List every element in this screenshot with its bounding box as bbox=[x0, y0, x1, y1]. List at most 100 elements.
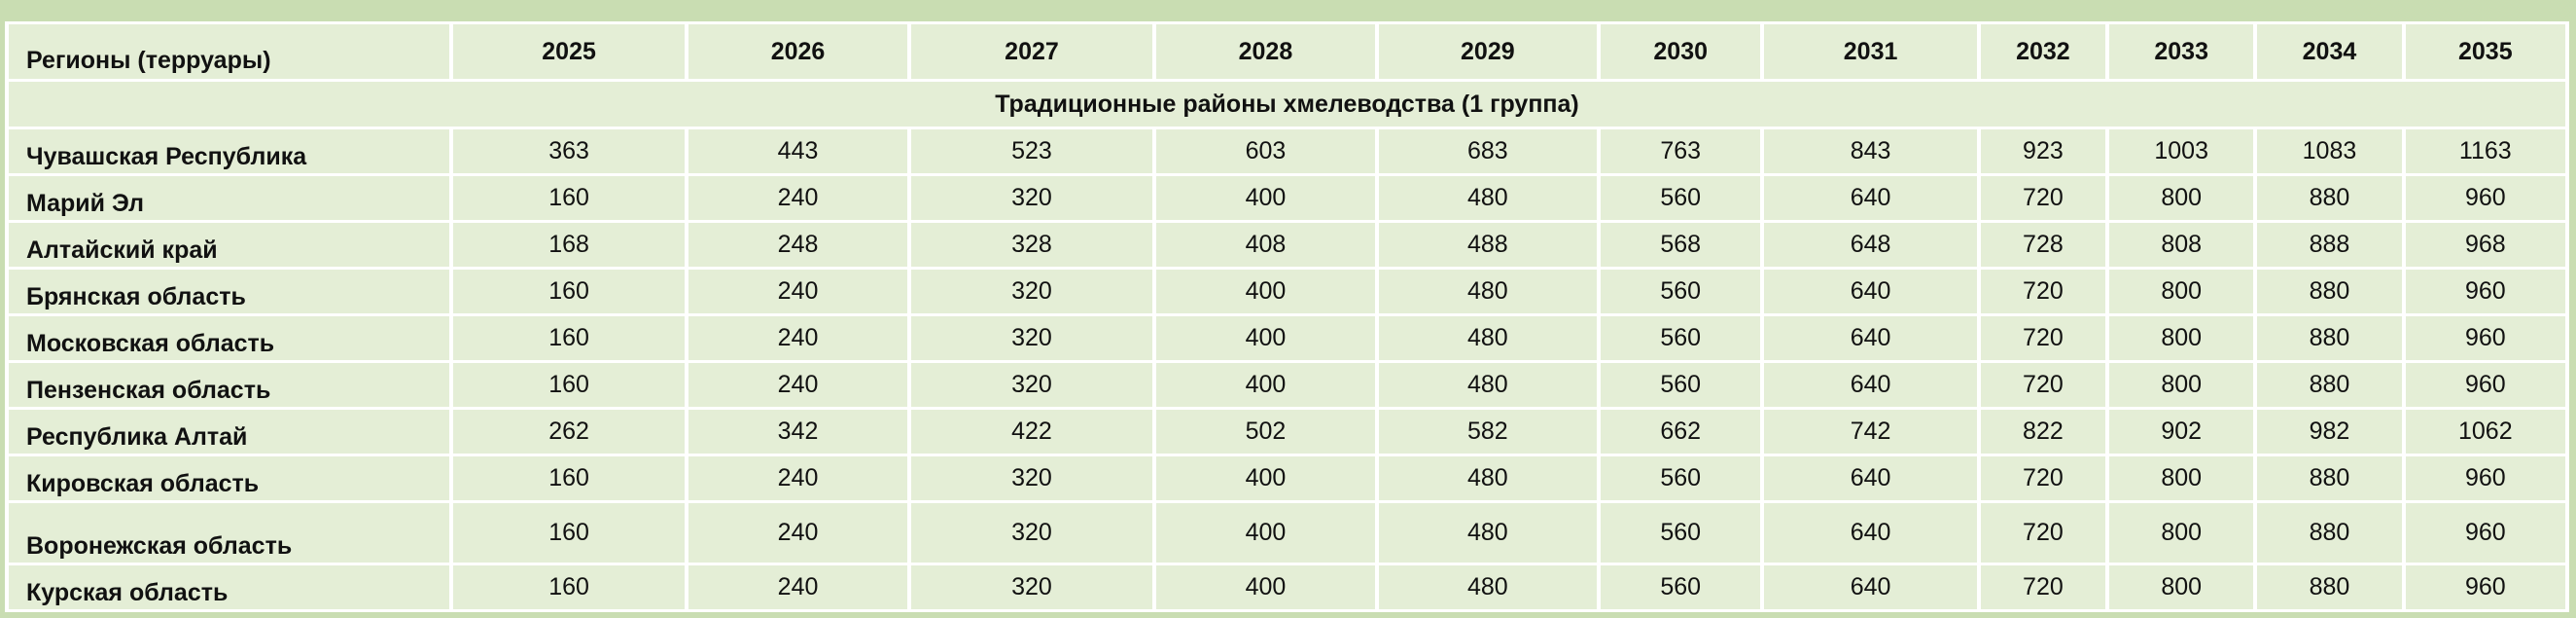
value-cell: 640 bbox=[1764, 363, 1977, 408]
table-row: Чувашская Республика 363 443 523 603 683 763 84… bbox=[9, 129, 2565, 174]
value-cell: 880 bbox=[2257, 363, 2402, 408]
region-name: Пензенская область bbox=[9, 363, 449, 408]
table-row: Пензенская область 160 240 320 400 480 560 640 7… bbox=[9, 363, 2565, 408]
region-name: Республика Алтай bbox=[9, 410, 449, 454]
value-cell: 800 bbox=[2109, 456, 2254, 501]
value-cell: 560 bbox=[1601, 564, 1761, 609]
value-cell: 902 bbox=[2109, 410, 2254, 454]
value-cell: 640 bbox=[1764, 564, 1977, 609]
value-cell: 720 bbox=[1980, 363, 2106, 408]
value-cell: 240 bbox=[688, 176, 907, 221]
value-cell: 800 bbox=[2109, 316, 2254, 361]
value-cell: 640 bbox=[1764, 456, 1977, 501]
value-cell: 168 bbox=[452, 223, 686, 268]
value-cell: 1083 bbox=[2257, 129, 2402, 174]
table-body: Традиционные районы хмелеводства (1 груп… bbox=[9, 82, 2565, 609]
value-cell: 240 bbox=[688, 456, 907, 501]
value-cell: 808 bbox=[2109, 223, 2254, 268]
value-cell: 328 bbox=[910, 223, 1153, 268]
value-cell: 968 bbox=[2405, 223, 2565, 268]
value-cell: 342 bbox=[688, 410, 907, 454]
value-cell: 320 bbox=[910, 456, 1153, 501]
value-cell: 248 bbox=[688, 223, 907, 268]
year-header: 2030 bbox=[1601, 24, 1761, 79]
value-cell: 923 bbox=[1980, 129, 2106, 174]
value-cell: 480 bbox=[1378, 316, 1598, 361]
value-cell: 843 bbox=[1764, 129, 1977, 174]
value-cell: 480 bbox=[1378, 176, 1598, 221]
value-cell: 240 bbox=[688, 564, 907, 609]
value-cell: 582 bbox=[1378, 410, 1598, 454]
value-cell: 1003 bbox=[2109, 129, 2254, 174]
value-cell: 400 bbox=[1156, 270, 1375, 314]
value-cell: 160 bbox=[452, 456, 686, 501]
value-cell: 880 bbox=[2257, 564, 2402, 609]
value-cell: 160 bbox=[452, 176, 686, 221]
table-row: Республика Алтай 262 342 422 502 582 662 742 822… bbox=[9, 410, 2565, 454]
value-cell: 363 bbox=[452, 129, 686, 174]
year-header: 2034 bbox=[2257, 24, 2402, 79]
value-cell: 800 bbox=[2109, 564, 2254, 609]
value-cell: 262 bbox=[452, 410, 686, 454]
table-row: Марий Эл 160 240 320 400 480 560 640 720 800 880 96… bbox=[9, 176, 2565, 221]
value-cell: 400 bbox=[1156, 363, 1375, 408]
value-cell: 240 bbox=[688, 270, 907, 314]
year-header: 2027 bbox=[910, 24, 1153, 79]
value-cell: 320 bbox=[910, 564, 1153, 609]
value-cell: 720 bbox=[1980, 270, 2106, 314]
table-frame: Регионы (терруары) 2025 2026 2027 2028 2… bbox=[5, 21, 2569, 612]
value-cell: 320 bbox=[910, 176, 1153, 221]
value-cell: 400 bbox=[1156, 503, 1375, 563]
value-cell: 1163 bbox=[2405, 129, 2565, 174]
region-name: Чувашская Республика bbox=[9, 129, 449, 174]
value-cell: 982 bbox=[2257, 410, 2402, 454]
value-cell: 320 bbox=[910, 316, 1153, 361]
value-cell: 480 bbox=[1378, 564, 1598, 609]
value-cell: 720 bbox=[1980, 316, 2106, 361]
group-row: Традиционные районы хмелеводства (1 груп… bbox=[9, 82, 2565, 127]
value-cell: 320 bbox=[910, 503, 1153, 563]
year-header: 2032 bbox=[1980, 24, 2106, 79]
value-cell: 960 bbox=[2405, 270, 2565, 314]
value-cell: 662 bbox=[1601, 410, 1761, 454]
table-row: Курская область 160 240 320 400 480 560 640 720 8… bbox=[9, 564, 2565, 609]
group-label: Традиционные районы хмелеводства (1 груп… bbox=[9, 82, 2565, 127]
value-cell: 240 bbox=[688, 316, 907, 361]
value-cell: 720 bbox=[1980, 564, 2106, 609]
value-cell: 400 bbox=[1156, 564, 1375, 609]
value-cell: 960 bbox=[2405, 316, 2565, 361]
table-row: Воронежская область 160 240 320 400 480 560 640… bbox=[9, 503, 2565, 563]
value-cell: 603 bbox=[1156, 129, 1375, 174]
header-row: Регионы (терруары) 2025 2026 2027 2028 2… bbox=[9, 24, 2565, 79]
region-column-header: Регионы (терруары) bbox=[9, 24, 449, 79]
value-cell: 560 bbox=[1601, 363, 1761, 408]
value-cell: 480 bbox=[1378, 270, 1598, 314]
hop-regions-table: Регионы (терруары) 2025 2026 2027 2028 2… bbox=[5, 21, 2569, 612]
value-cell: 560 bbox=[1601, 176, 1761, 221]
value-cell: 880 bbox=[2257, 503, 2402, 563]
value-cell: 400 bbox=[1156, 456, 1375, 501]
value-cell: 160 bbox=[452, 503, 686, 563]
value-cell: 1062 bbox=[2405, 410, 2565, 454]
year-header: 2028 bbox=[1156, 24, 1375, 79]
year-header: 2029 bbox=[1378, 24, 1598, 79]
table-row: Московская область 160 240 320 400 480 560 640 7… bbox=[9, 316, 2565, 361]
region-name: Марий Эл bbox=[9, 176, 449, 221]
value-cell: 160 bbox=[452, 316, 686, 361]
value-cell: 960 bbox=[2405, 363, 2565, 408]
value-cell: 560 bbox=[1601, 316, 1761, 361]
year-header: 2035 bbox=[2405, 24, 2565, 79]
value-cell: 443 bbox=[688, 129, 907, 174]
value-cell: 800 bbox=[2109, 270, 2254, 314]
value-cell: 880 bbox=[2257, 176, 2402, 221]
value-cell: 800 bbox=[2109, 176, 2254, 221]
region-name: Алтайский край bbox=[9, 223, 449, 268]
value-cell: 400 bbox=[1156, 316, 1375, 361]
value-cell: 720 bbox=[1980, 456, 2106, 501]
value-cell: 640 bbox=[1764, 316, 1977, 361]
value-cell: 960 bbox=[2405, 503, 2565, 563]
value-cell: 888 bbox=[2257, 223, 2402, 268]
value-cell: 560 bbox=[1601, 270, 1761, 314]
value-cell: 480 bbox=[1378, 363, 1598, 408]
value-cell: 648 bbox=[1764, 223, 1977, 268]
